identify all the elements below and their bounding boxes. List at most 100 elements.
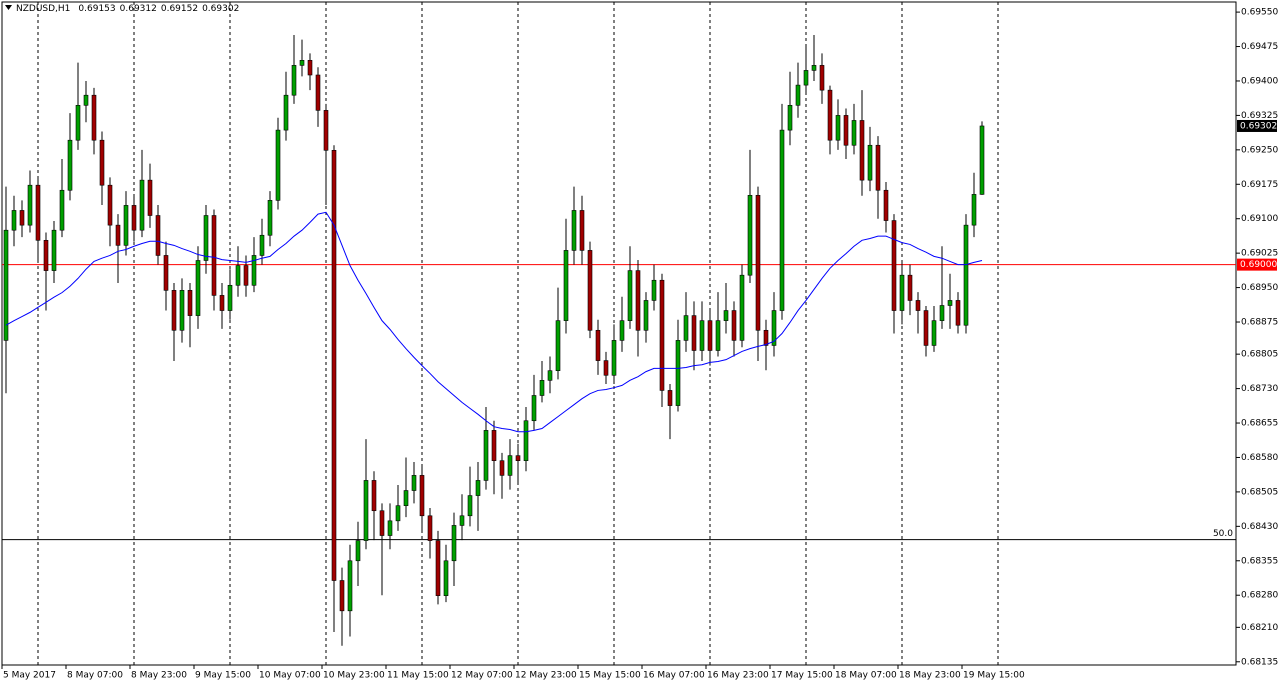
y-tick-label: 0.68580 [1241, 453, 1278, 463]
candle-body [427, 515, 433, 541]
current-price-label-box [1237, 119, 1277, 132]
y-tick-label: 0.68655 [1241, 419, 1278, 429]
candle-body [779, 129, 785, 311]
y-tick-label: 0.69475 [1241, 42, 1278, 52]
y-tick-label: 0.69175 [1241, 180, 1278, 190]
open-value: 0.69153 [78, 4, 115, 14]
candle-body [387, 520, 393, 536]
y-tick-label: 0.68730 [1241, 384, 1278, 394]
candle-body [755, 194, 761, 331]
candle-body [827, 89, 833, 141]
candle-body [851, 120, 857, 146]
candle-body [699, 320, 705, 351]
candle-body [955, 300, 961, 326]
candle-body [707, 320, 713, 351]
candle-body [235, 265, 241, 286]
candle-body [803, 70, 809, 86]
candle-body [723, 310, 729, 321]
candle-body [595, 329, 601, 361]
candle-body [163, 255, 169, 291]
candle-body [691, 315, 697, 351]
candle-body [619, 320, 625, 341]
y-tick-label: 0.68805 [1241, 350, 1278, 360]
candle-body [915, 300, 921, 311]
candle-body [411, 475, 417, 491]
candle-body [43, 239, 49, 271]
x-tick-label: 19 May 15:00 [963, 671, 1025, 681]
candle-body [59, 189, 65, 231]
candle-body [187, 290, 193, 316]
candle-body [147, 179, 153, 216]
moving-average [5, 211, 983, 433]
candle-body [659, 279, 665, 391]
high-value: 0.69312 [120, 4, 157, 14]
x-tick-label: 12 May 07:00 [451, 671, 513, 681]
candle-body [211, 215, 217, 296]
candle-body [259, 234, 265, 256]
x-tick-label: 8 May 07:00 [67, 671, 123, 681]
x-tick-label: 18 May 23:00 [899, 671, 961, 681]
candle-body [835, 115, 841, 141]
candle-body [363, 480, 369, 541]
x-tick-label: 9 May 15:00 [195, 671, 251, 681]
x-tick-label: 17 May 15:00 [771, 671, 833, 681]
close-value: 0.69302 [202, 4, 239, 14]
x-tick-label: 11 May 15:00 [387, 671, 449, 681]
candle-body [243, 265, 249, 286]
candle-body [379, 510, 385, 536]
plot-frame [1, 1, 1237, 666]
candle-body [467, 495, 473, 517]
candle-body [323, 110, 329, 151]
candle-body [675, 340, 681, 406]
candle-body [27, 184, 33, 226]
candle-body [227, 284, 233, 311]
candle-body [307, 60, 313, 76]
candle-body [67, 139, 73, 191]
candle-body [459, 515, 465, 526]
candle-body [451, 525, 457, 562]
candle-body [219, 295, 225, 311]
level-label: 50.0 [1213, 529, 1233, 539]
candle-body [947, 300, 953, 306]
candle-body [291, 65, 297, 96]
x-tick-label: 5 May 2017 [3, 671, 56, 681]
candle-body [635, 270, 641, 331]
candle-body [331, 150, 337, 581]
candle-body [283, 94, 289, 131]
candle-body [907, 274, 913, 301]
candle-body [747, 194, 753, 276]
y-tick-label: 0.69100 [1241, 214, 1278, 224]
y-tick-label: 0.69400 [1241, 76, 1278, 86]
candle-body [19, 210, 25, 226]
candle-body [771, 310, 777, 346]
y-tick-label: 0.68505 [1241, 487, 1278, 497]
candle-body [539, 380, 545, 396]
y-tick-label: 0.69550 [1241, 8, 1278, 18]
candle-body [571, 210, 577, 251]
candle-body [515, 455, 521, 461]
candle-body [483, 430, 489, 481]
candle-body [339, 580, 345, 612]
candle-body [683, 315, 689, 341]
y-tick-label: 0.68210 [1241, 623, 1278, 633]
candle-body [267, 200, 273, 236]
candle-body [963, 224, 969, 326]
candle-body [811, 65, 817, 71]
candle-body [443, 560, 449, 596]
header: NZDUSD,H1 0.69153 0.69312 0.69152 0.69302 [16, 4, 239, 14]
x-tick-label: 16 May 07:00 [643, 671, 705, 681]
candle-body [843, 115, 849, 146]
candle-body [651, 279, 657, 301]
candle-body [299, 60, 305, 66]
candle-body [603, 360, 609, 376]
candle-body [491, 430, 497, 461]
candle-body [931, 320, 937, 346]
symbol: NZDUSD,H1 [16, 4, 70, 14]
candle-body [819, 65, 825, 91]
candle-body [875, 144, 881, 191]
candle-body [787, 105, 793, 131]
candle-body [531, 395, 537, 422]
candle-body [547, 370, 553, 381]
candle-body [563, 250, 569, 321]
